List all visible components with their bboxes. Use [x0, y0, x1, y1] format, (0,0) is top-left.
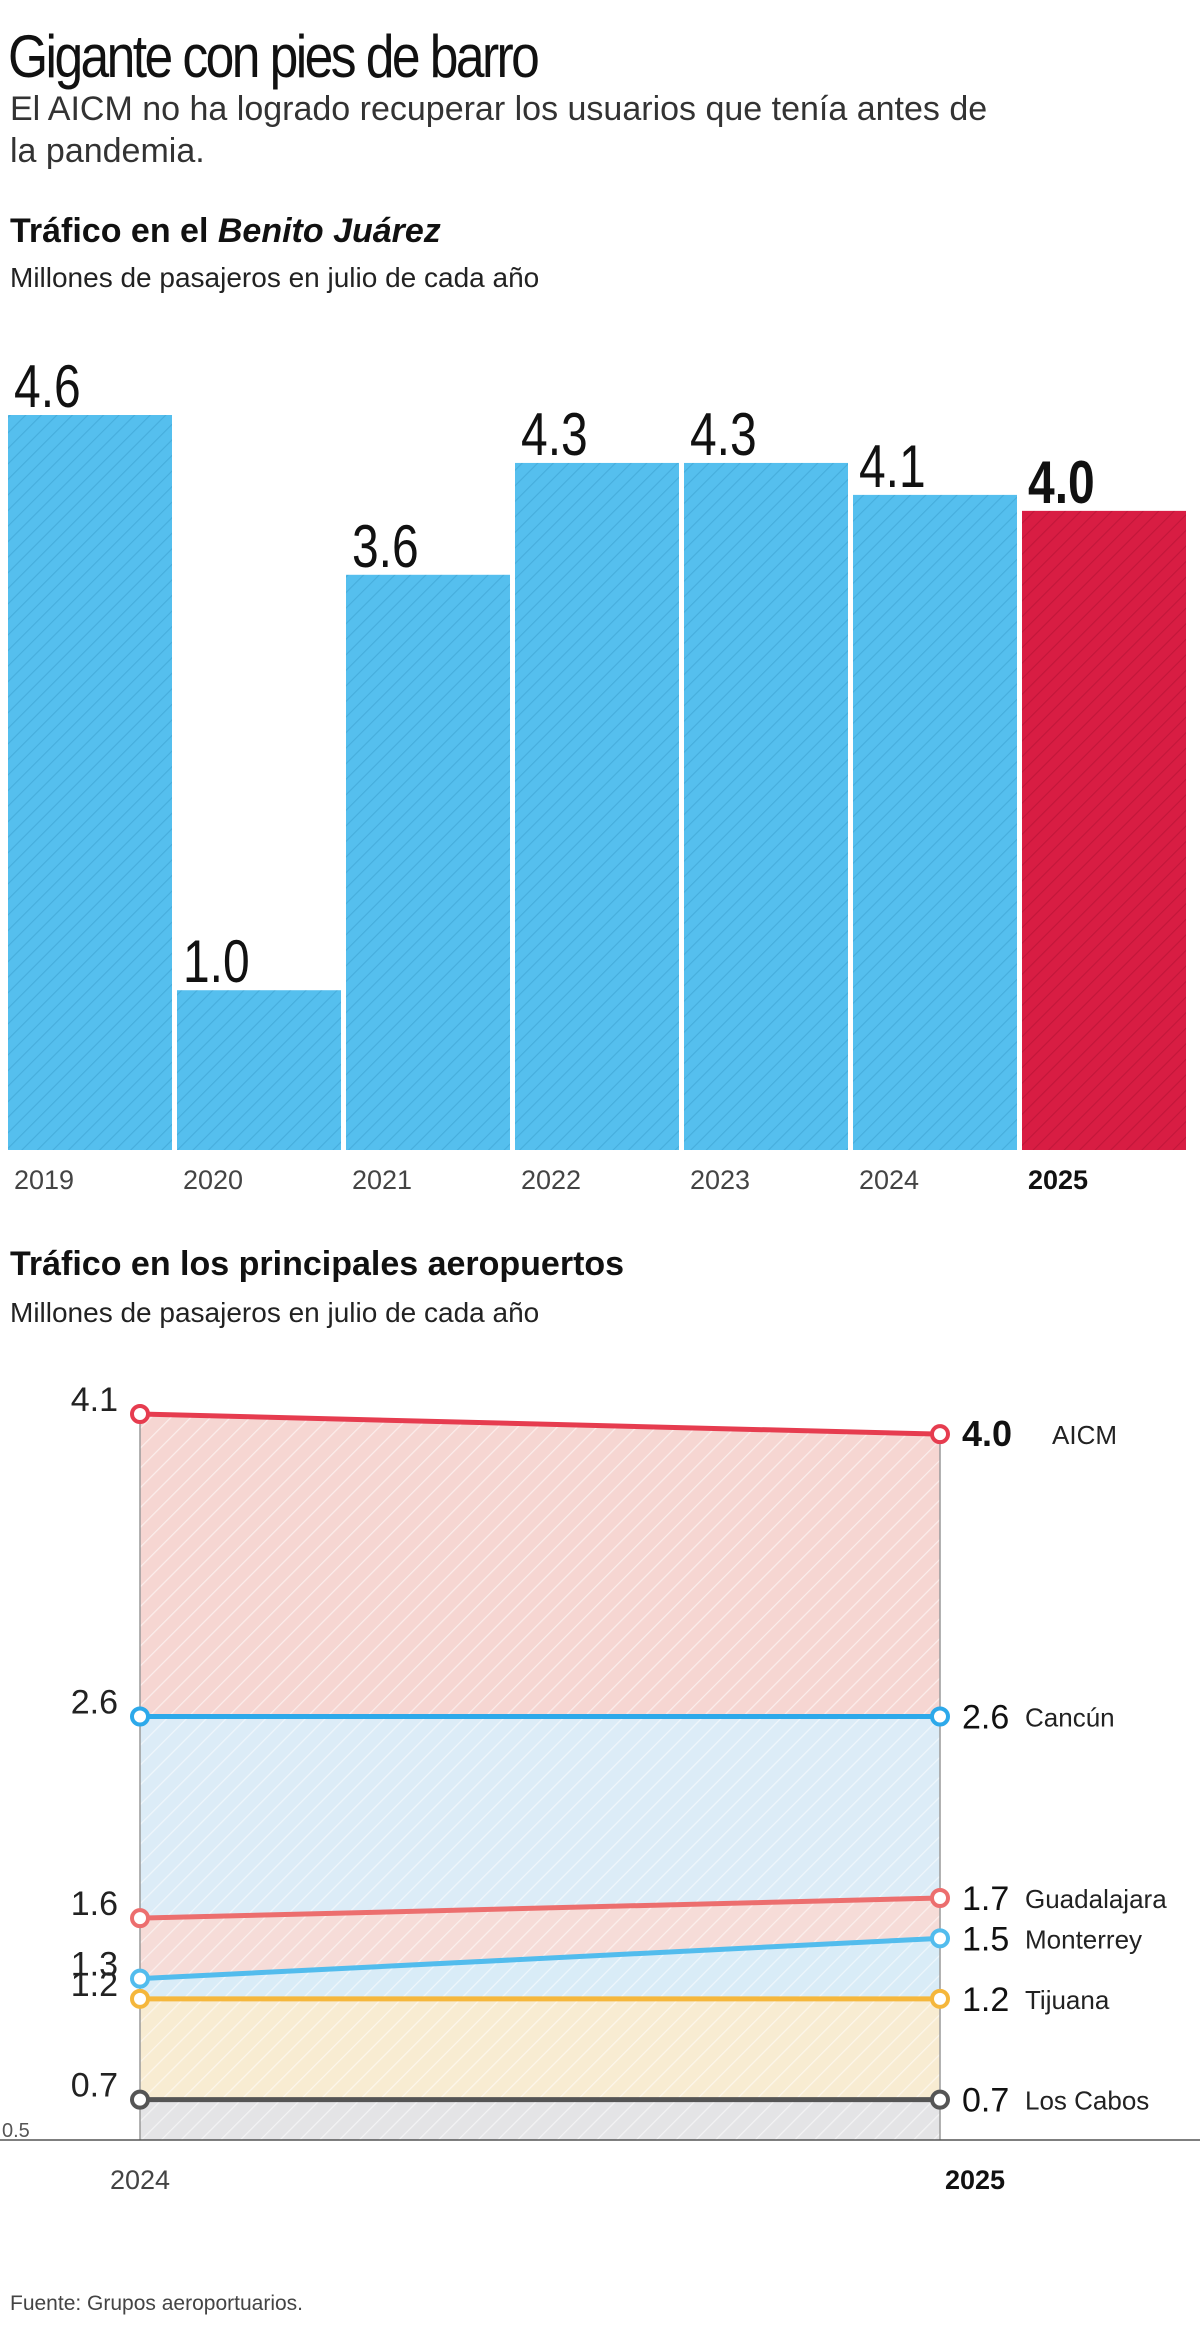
series-name-los-cabos: Los Cabos [1025, 2086, 1149, 2116]
end-label-monterrey: 1.5 [962, 1920, 1009, 1958]
x-tick-2020: 2020 [183, 1165, 243, 1195]
bar-2020 [177, 990, 341, 1150]
line-aicm [139, 1411, 941, 1437]
point-los-cabos-2025 [930, 2089, 950, 2110]
line-chart: 0.5 2024 2025 4.1 4.0 AICM 2.6 2.6 Cancún 1.6 1.7 G… [0, 1381, 1200, 2195]
point-los-cabos-2024 [130, 2089, 150, 2110]
bar-chart-title-italic: Benito Juárez [217, 212, 441, 250]
x-tick-2024: 2024 [110, 2165, 170, 2195]
bar-2019 [8, 415, 172, 1150]
bar-chart: 4.6 2019 1.0 2020 3.6 2021 4.3 2022 4.3 2023 4.1 20… [8, 353, 1186, 1195]
bar-value-2021: 3.6 [352, 513, 419, 580]
start-label-cancun: 2.6 [71, 1684, 118, 1722]
band-aicm [140, 1414, 940, 1717]
x-tick-2021: 2021 [352, 1165, 412, 1195]
point-aicm-2025 [930, 1424, 950, 1445]
start-label-los-cabos: 0.7 [71, 2067, 118, 2105]
band-guadalajara [140, 1898, 940, 1979]
series-name-cancun: Cancún [1025, 1703, 1115, 1733]
bar-chart-title-plain: Tráfico en el [10, 212, 218, 250]
point-cancun-2024 [130, 1706, 150, 1727]
headline: Gigante con pies de barro [8, 23, 540, 90]
line-chart-subtitle: Millones de pasajeros en julio de cada a… [10, 1297, 540, 1328]
source-note: Fuente: Grupos aeroportuarios. [10, 2292, 303, 2315]
series-name-aicm: AICM [1052, 1420, 1117, 1450]
end-label-cancun: 2.6 [962, 1699, 1009, 1737]
point-cancun-2025 [930, 1706, 950, 1727]
series-name-guadalajara: Guadalajara [1025, 1884, 1167, 1914]
bar-2023 [684, 462, 848, 1150]
point-tijuana-2025 [930, 1988, 950, 2009]
bar-value-2019: 4.6 [14, 353, 81, 420]
end-label-aicm: 4.0 [962, 1413, 1012, 1454]
x-tick-2022: 2022 [521, 1165, 581, 1195]
start-label-monterrey: 1.3 [71, 1946, 118, 1984]
line-monterrey [139, 1935, 941, 1982]
x-tick-2019: 2019 [14, 1165, 74, 1195]
start-label-aicm: 4.1 [71, 1381, 118, 1419]
bar-chart-subtitle: Millones de pasajeros en julio de cada a… [10, 262, 540, 293]
bar-value-2023: 4.3 [690, 401, 757, 468]
start-label-guadalajara: 1.6 [71, 1885, 118, 1923]
y-min-label: 0.5 [2, 2120, 30, 2142]
line-chart-title: Tráfico en los principales aeropuertos [10, 1245, 625, 1283]
series-name-tijuana: Tijuana [1025, 1985, 1110, 2015]
x-tick-2025: 2025 [945, 2165, 1005, 2195]
start-label-tijuana: 1.2 [71, 1966, 118, 2004]
point-monterrey-2025 [930, 1928, 950, 1949]
series-name-monterrey: Monterrey [1025, 1924, 1142, 1954]
point-guadalajara-2024 [130, 1908, 150, 1929]
bar-2024 [853, 494, 1017, 1150]
subhead: El AICM no ha logrado recuperar los usua… [10, 90, 988, 170]
x-tick-2023: 2023 [690, 1165, 750, 1195]
bar-chart-title: Tráfico en el Benito Juárez [10, 212, 441, 251]
point-guadalajara-2025 [930, 1888, 950, 1908]
bar-2025 [1022, 510, 1186, 1150]
bar-value-2024: 4.1 [859, 433, 926, 500]
bar-2021 [346, 574, 510, 1150]
end-label-los-cabos: 0.7 [962, 2082, 1009, 2120]
bar-value-2022: 4.3 [521, 401, 588, 468]
x-tick-2025: 2025 [1028, 1165, 1088, 1195]
point-aicm-2024 [130, 1404, 150, 1424]
line-guadalajara [139, 1895, 941, 1921]
point-tijuana-2024 [130, 1988, 150, 2009]
band-cancun [140, 1716, 940, 1919]
point-monterrey-2024 [130, 1968, 150, 1989]
end-label-tijuana: 1.2 [962, 1981, 1009, 2019]
end-label-guadalajara: 1.7 [962, 1880, 1009, 1918]
band-monterrey [140, 1938, 940, 1999]
bar-value-2020: 1.0 [183, 928, 250, 995]
bar-2022 [515, 462, 679, 1150]
band-tijuana [140, 1998, 940, 2100]
bar-value-2025: 4.0 [1028, 449, 1095, 516]
x-tick-2024: 2024 [859, 1165, 919, 1195]
band-los-cabos [140, 2099, 940, 2140]
